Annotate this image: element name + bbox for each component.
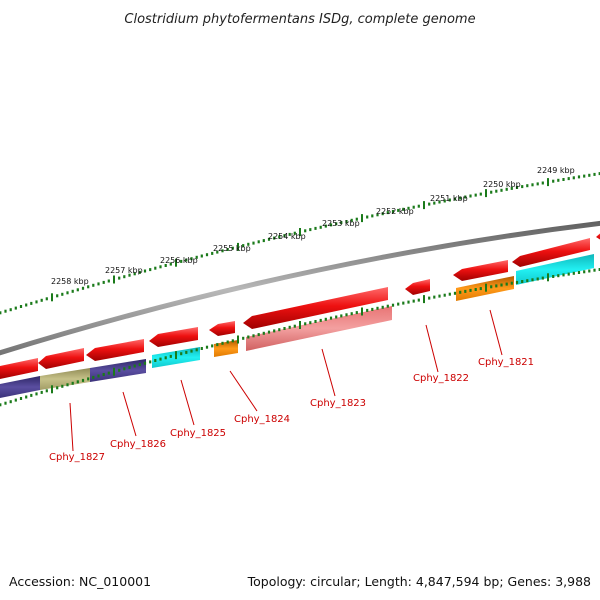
gene-label-cphy-1826: Cphy_1826 [110, 439, 166, 450]
leader-line [321, 348, 336, 397]
gene-arrow [243, 287, 388, 329]
gene-bar [516, 254, 594, 285]
gene-label-cphy-1822: Cphy_1822 [413, 373, 469, 384]
gene-bar [0, 376, 40, 398]
label-leaders [69, 309, 503, 452]
scale-labels: 2258 kbp 2257 kbp 2256 kbp 2255 kbp 2254… [51, 166, 575, 286]
gene-label-cphy-1823: Cphy_1823 [310, 398, 366, 409]
scale-label-2255: 2255 kbp [213, 244, 251, 253]
gene-bar [40, 368, 90, 390]
outer-scale-ticks [0, 172, 600, 315]
scale-label-2254: 2254 kbp [268, 232, 306, 241]
leader-line [489, 309, 503, 356]
scale-label-2252: 2252 kbp [376, 207, 414, 216]
gene-label-cphy-1821: Cphy_1821 [478, 357, 534, 368]
gene-label-cphy-1825: Cphy_1825 [170, 428, 226, 439]
gene-bar [246, 306, 392, 351]
gene-arrow [453, 260, 508, 281]
accession-text: Accession: NC_010001 [9, 574, 151, 589]
forward-strand-genes [0, 231, 600, 379]
gene-arrow [0, 358, 38, 379]
gene-bar [214, 340, 238, 357]
gene-arrow [86, 339, 144, 361]
leader-line [229, 370, 258, 412]
gene-arrow [38, 348, 84, 369]
gene-labels: Cphy_1827 Cphy_1826 Cphy_1825 Cphy_1824 … [49, 357, 534, 463]
scale-label-2258: 2258 kbp [51, 277, 89, 286]
scale-label-2256: 2256 kbp [160, 256, 198, 265]
scale-label-2253: 2253 kbp [322, 219, 360, 228]
scale-label-2250: 2250 kbp [483, 180, 521, 189]
gene-label-cphy-1824: Cphy_1824 [234, 414, 290, 425]
gene-arrow [405, 279, 430, 295]
map-title: Clostridium phytofermentans ISDg, comple… [124, 12, 475, 27]
gene-arrow [149, 327, 198, 347]
gene-bar [90, 359, 146, 382]
gene-arrow [512, 238, 590, 267]
leader-line [69, 402, 74, 452]
scale-label-2251: 2251 kbp [430, 194, 468, 203]
genome-backbone [0, 220, 600, 356]
leader-line [180, 379, 195, 426]
gene-arrow [596, 231, 600, 243]
scale-label-2257: 2257 kbp [105, 266, 143, 275]
inner-scale-ticks [0, 268, 600, 407]
gene-arrow [209, 321, 235, 336]
gene-label-cphy-1827: Cphy_1827 [49, 452, 105, 463]
genome-summary-text: Topology: circular; Length: 4,847,594 bp… [247, 574, 591, 589]
scale-label-2249: 2249 kbp [537, 166, 575, 175]
leader-line [122, 391, 137, 437]
leader-line [425, 324, 439, 373]
